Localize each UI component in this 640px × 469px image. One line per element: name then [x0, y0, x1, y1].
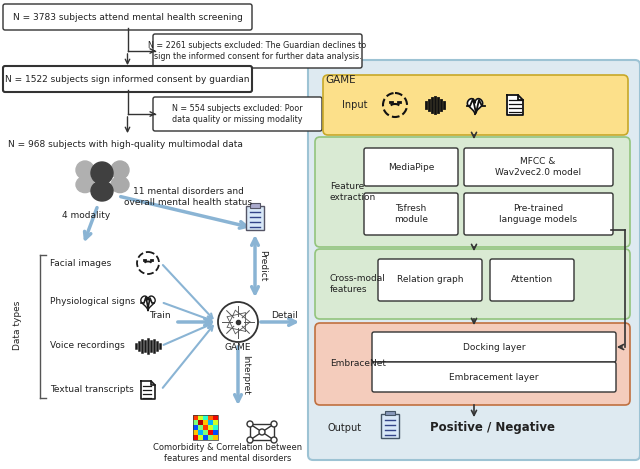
Text: Data types: Data types: [13, 300, 22, 350]
Circle shape: [111, 161, 129, 179]
Text: 11 mental disorders and
overall mental health status: 11 mental disorders and overall mental h…: [124, 187, 252, 207]
Text: EmbraceNet: EmbraceNet: [330, 360, 386, 369]
Bar: [213, 435, 218, 440]
Bar: [198, 420, 203, 425]
Text: Positive / Negative: Positive / Negative: [430, 422, 555, 434]
FancyBboxPatch shape: [490, 259, 574, 301]
Circle shape: [91, 162, 113, 184]
Polygon shape: [467, 98, 483, 114]
Bar: [213, 425, 218, 430]
Text: N = 554 subjects excluded: Poor
data quality or missing modality: N = 554 subjects excluded: Poor data qua…: [172, 104, 303, 124]
Text: Relation graph: Relation graph: [397, 275, 463, 285]
Text: GAME: GAME: [225, 343, 252, 353]
Text: Detail: Detail: [271, 310, 298, 319]
FancyBboxPatch shape: [315, 137, 630, 247]
FancyBboxPatch shape: [372, 362, 616, 392]
Text: N = 2261 subjects excluded: The Guardian declines to
sign the informed consent f: N = 2261 subjects excluded: The Guardian…: [148, 41, 367, 61]
FancyBboxPatch shape: [308, 60, 640, 460]
Bar: [198, 425, 203, 430]
Ellipse shape: [91, 181, 113, 201]
Bar: [203, 430, 208, 435]
Text: Comorbidity & Correlation between
features and mental disorders: Comorbidity & Correlation between featur…: [154, 443, 303, 463]
Bar: [203, 420, 208, 425]
Text: Textual transcripts: Textual transcripts: [50, 386, 134, 394]
Polygon shape: [141, 381, 155, 399]
Polygon shape: [507, 95, 523, 115]
Bar: [208, 435, 213, 440]
Text: Docking layer: Docking layer: [463, 342, 525, 351]
Bar: [213, 415, 218, 420]
Bar: [381, 414, 399, 438]
Text: 4 modality: 4 modality: [62, 211, 110, 219]
FancyBboxPatch shape: [315, 323, 630, 405]
Bar: [198, 435, 203, 440]
Text: Tsfresh
module: Tsfresh module: [394, 204, 428, 224]
Bar: [193, 415, 198, 420]
Circle shape: [259, 429, 265, 435]
Text: Pre-trained
language models: Pre-trained language models: [499, 204, 577, 224]
Text: Predict: Predict: [259, 250, 268, 282]
FancyBboxPatch shape: [153, 34, 362, 68]
Circle shape: [218, 302, 258, 342]
FancyBboxPatch shape: [3, 66, 252, 92]
Text: Facial images: Facial images: [50, 258, 111, 267]
FancyBboxPatch shape: [323, 75, 628, 135]
Text: Train: Train: [149, 310, 171, 319]
Text: Feature
extraction: Feature extraction: [330, 182, 376, 202]
Bar: [208, 430, 213, 435]
Bar: [208, 420, 213, 425]
Bar: [250, 203, 260, 208]
Bar: [385, 411, 395, 415]
Text: N = 1522 subjects sign informed consent by guardian: N = 1522 subjects sign informed consent …: [5, 75, 250, 83]
Bar: [203, 415, 208, 420]
Circle shape: [271, 437, 277, 443]
Text: MFCC &
Wav2vec2.0 model: MFCC & Wav2vec2.0 model: [495, 157, 581, 177]
FancyBboxPatch shape: [378, 259, 482, 301]
FancyBboxPatch shape: [464, 193, 613, 235]
Circle shape: [247, 421, 253, 427]
Text: MediaPipe: MediaPipe: [388, 162, 434, 172]
Bar: [193, 425, 198, 430]
Text: Cross-modal
features: Cross-modal features: [330, 274, 386, 294]
Bar: [246, 206, 264, 230]
Bar: [198, 430, 203, 435]
Text: Interpret: Interpret: [241, 355, 250, 395]
Ellipse shape: [76, 177, 94, 193]
FancyBboxPatch shape: [364, 193, 458, 235]
Text: Attention: Attention: [511, 275, 553, 285]
Bar: [193, 420, 198, 425]
Text: Output: Output: [327, 423, 361, 433]
Text: GAME: GAME: [325, 75, 356, 85]
FancyBboxPatch shape: [372, 332, 616, 362]
Bar: [213, 420, 218, 425]
Bar: [193, 435, 198, 440]
Text: N = 3783 subjects attend mental health screening: N = 3783 subjects attend mental health s…: [13, 13, 243, 22]
Bar: [193, 415, 218, 440]
Text: Voice recordings: Voice recordings: [50, 341, 125, 350]
Bar: [198, 415, 203, 420]
Circle shape: [76, 161, 94, 179]
FancyBboxPatch shape: [364, 148, 458, 186]
Bar: [203, 425, 208, 430]
FancyBboxPatch shape: [153, 97, 322, 131]
Circle shape: [271, 421, 277, 427]
Text: N = 968 subjects with high-quality multimodal data: N = 968 subjects with high-quality multi…: [8, 140, 243, 149]
Bar: [208, 425, 213, 430]
Bar: [203, 435, 208, 440]
Bar: [193, 430, 198, 435]
Text: Embracement layer: Embracement layer: [449, 372, 539, 381]
Text: Physiological signs: Physiological signs: [50, 297, 135, 307]
Bar: [213, 430, 218, 435]
Polygon shape: [141, 296, 155, 311]
Ellipse shape: [111, 177, 129, 193]
FancyBboxPatch shape: [464, 148, 613, 186]
Bar: [208, 415, 213, 420]
FancyBboxPatch shape: [3, 4, 252, 30]
FancyBboxPatch shape: [315, 249, 630, 319]
Text: Input: Input: [342, 100, 367, 110]
Circle shape: [247, 437, 253, 443]
